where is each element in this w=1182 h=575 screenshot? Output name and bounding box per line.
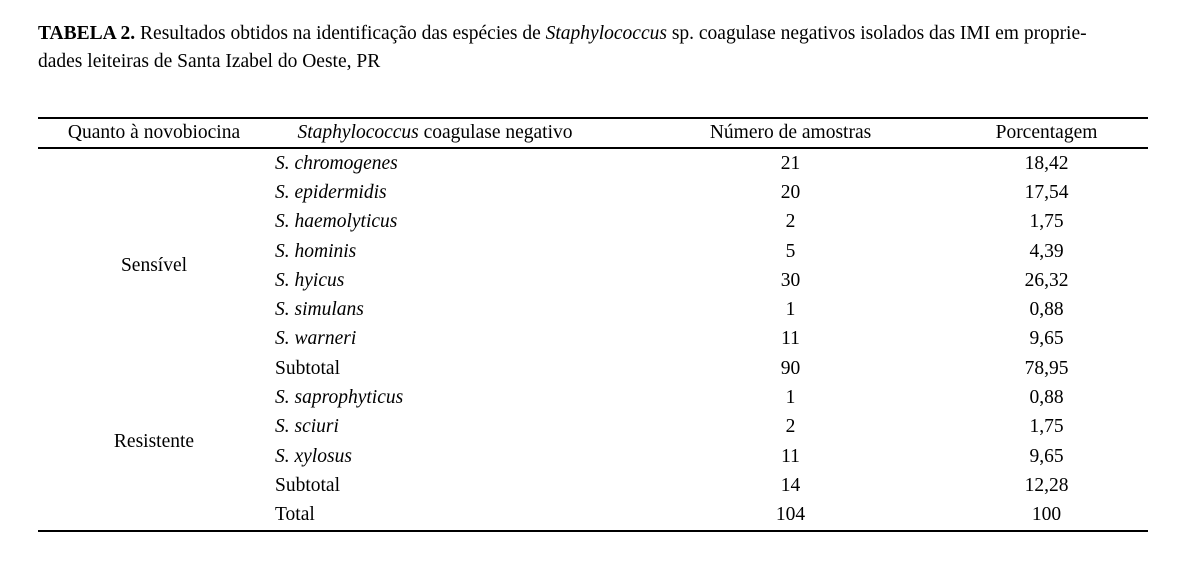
percentage-cell: 9,65 — [1029, 445, 1064, 467]
header-novobiocin: Quanto à novobiocina — [38, 118, 270, 149]
percentage-cell: 12,28 — [1024, 474, 1069, 496]
table-caption: TABELA 2. Resultados obtidos na identifi… — [38, 20, 1148, 76]
table-row: S. simulans 1 0,88 — [38, 295, 1148, 324]
total-label-cell: Total — [275, 504, 315, 526]
samples-cell: 11 — [781, 445, 800, 467]
header-row: Quanto à novobiocina Staphylococcus coag… — [38, 118, 1148, 149]
caption-text-2: sp. coagulase negativos isolados das IMI… — [666, 23, 1087, 44]
samples-cell: 11 — [781, 328, 800, 350]
caption-label: TABELA 2. — [38, 23, 136, 44]
table-row: Sensível S. chromogenes 21 18,42 — [38, 148, 1148, 277]
samples-cell: 20 — [780, 181, 801, 203]
samples-cell: 30 — [780, 269, 801, 291]
header-samples: Número de amostras — [618, 118, 963, 149]
subtotal-label-cell: Subtotal — [275, 474, 341, 496]
table-row: S. epidermidis 20 17,54 — [38, 178, 1148, 207]
species-cell: S. sciuri — [275, 416, 339, 438]
percentage-cell: 100 — [1031, 504, 1062, 526]
species-cell: S. saprophyticus — [275, 387, 404, 409]
table-row: S. warneri 11 9,65 — [38, 325, 1148, 354]
species-cell: S. epidermidis — [275, 181, 387, 203]
table-row: S. hyicus 30 26,32 — [38, 266, 1148, 295]
samples-cell: 90 — [780, 357, 801, 379]
species-cell: S. warneri — [275, 328, 357, 350]
percentage-cell: 1,75 — [1029, 416, 1064, 438]
percentage-cell: 18,42 — [1024, 152, 1069, 174]
group-cell-resistant: Resistente — [113, 430, 195, 452]
percentage-cell: 78,95 — [1024, 357, 1069, 379]
percentage-cell: 17,54 — [1024, 181, 1069, 203]
results-table: Quanto à novobiocina Staphylococcus coag… — [38, 117, 1148, 532]
species-cell: S. xylosus — [275, 445, 352, 467]
caption-genus-italic: Staphylococcus — [545, 23, 667, 44]
species-cell: S. chromogenes — [275, 152, 398, 174]
percentage-cell: 1,75 — [1029, 211, 1064, 233]
samples-cell: 104 — [775, 504, 806, 526]
header-species-genus: Staphylococcus — [297, 122, 419, 143]
header-species-rest: coagulase negativo — [418, 122, 573, 143]
header-species: Staphylococcus coagulase negativo — [270, 118, 618, 149]
table-row: S. haemolyticus 2 1,75 — [38, 208, 1148, 237]
samples-cell: 14 — [780, 474, 801, 496]
samples-cell: 5 — [785, 240, 796, 262]
table-row-subtotal: Subtotal 90 78,95 — [38, 354, 1148, 383]
species-cell: S. simulans — [275, 299, 364, 321]
table-row: S. xylosus 11 9,65 — [38, 442, 1148, 471]
samples-cell: 2 — [785, 211, 796, 233]
percentage-cell: 0,88 — [1029, 299, 1064, 321]
table-row-subtotal: Subtotal 14 12,28 — [38, 471, 1148, 500]
table-row-total: Total 104 100 — [38, 501, 1148, 531]
caption-text-1: Resultados obtidos na identificação das … — [135, 23, 546, 44]
species-cell: S. hominis — [275, 240, 357, 262]
samples-cell: 1 — [785, 299, 796, 321]
percentage-cell: 26,32 — [1024, 269, 1069, 291]
percentage-cell: 9,65 — [1029, 328, 1064, 350]
subtotal-label-cell: Subtotal — [275, 357, 341, 379]
group-cell-empty — [38, 501, 270, 531]
percentage-cell: 4,39 — [1029, 240, 1064, 262]
species-cell: S. haemolyticus — [275, 211, 398, 233]
caption-line-2: dades leiteiras de Santa Izabel do Oeste… — [38, 51, 381, 72]
percentage-cell: 0,88 — [1029, 387, 1064, 409]
table-row: Resistente S. saprophyticus 1 0,88 — [38, 383, 1148, 452]
samples-cell: 21 — [780, 152, 801, 174]
samples-cell: 1 — [785, 387, 796, 409]
samples-cell: 2 — [785, 416, 796, 438]
species-cell: S. hyicus — [275, 269, 345, 291]
caption-line-1: TABELA 2. Resultados obtidos na identifi… — [38, 20, 1148, 48]
table-body: Sensível S. chromogenes 21 18,42 S. epid… — [38, 148, 1148, 531]
table-row: S. sciuri 2 1,75 — [38, 413, 1148, 442]
header-percentage: Porcentagem — [963, 118, 1148, 149]
group-cell-sensitive: Sensível — [120, 255, 188, 277]
table-row: S. hominis 5 4,39 — [38, 237, 1148, 266]
table-header: Quanto à novobiocina Staphylococcus coag… — [38, 118, 1148, 149]
